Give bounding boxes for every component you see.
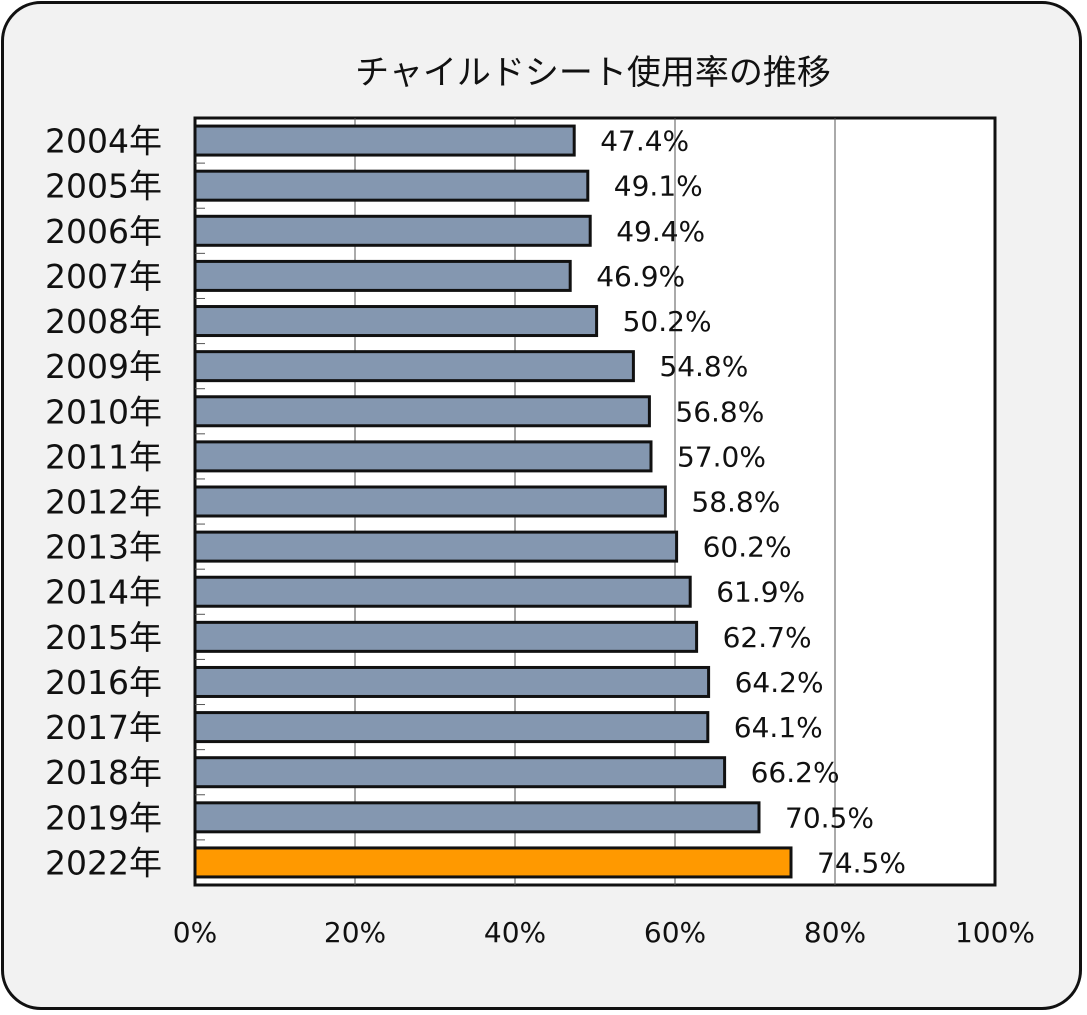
data-label: 60.2% (703, 531, 792, 564)
bar (193, 756, 727, 789)
category-label: 2022年 (45, 843, 162, 882)
category-label: 2014年 (45, 573, 162, 612)
bar (193, 395, 651, 428)
bar (193, 350, 635, 383)
data-label: 46.9% (596, 260, 685, 293)
x-tick-label: 0% (173, 916, 217, 949)
category-label: 2010年 (45, 392, 162, 431)
category-label: 2016年 (45, 663, 162, 702)
category-label: 2007年 (45, 257, 162, 296)
category-label: 2013年 (45, 528, 162, 567)
x-tick-label: 40% (484, 916, 546, 949)
x-tick-label: 100% (955, 916, 1035, 949)
data-label: 62.7% (723, 621, 812, 654)
category-label: 2017年 (45, 708, 162, 747)
data-label: 50.2% (623, 305, 712, 338)
data-label: 61.9% (716, 576, 805, 609)
data-label: 47.4% (600, 125, 689, 158)
x-tick-label: 20% (324, 916, 386, 949)
bar (193, 665, 711, 698)
data-label: 58.8% (691, 486, 780, 519)
category-label: 2012年 (45, 483, 162, 522)
data-label: 74.5% (817, 846, 906, 879)
bar (193, 620, 699, 653)
bar (193, 440, 653, 473)
data-label: 56.8% (675, 395, 764, 428)
data-label: 70.5% (785, 801, 874, 834)
x-tick-label: 80% (804, 916, 866, 949)
data-label: 64.2% (735, 666, 824, 699)
data-label: 64.1% (734, 711, 823, 744)
x-tick-label: 60% (644, 916, 706, 949)
data-label: 57.0% (677, 440, 766, 473)
category-label: 2008年 (45, 302, 162, 341)
bar (193, 801, 761, 834)
data-label: 54.8% (659, 350, 748, 383)
category-labels: 2004年 2005年 2006年 2007年 2008年 2009年 2010年 2011年… (45, 122, 162, 883)
bars (193, 124, 793, 879)
bar (193, 259, 572, 292)
data-label: 49.4% (616, 215, 705, 248)
category-label: 2018年 (45, 753, 162, 792)
bar (193, 124, 576, 157)
category-label: 2005年 (45, 167, 162, 206)
bar (193, 846, 793, 879)
value-labels: 47.4% 49.1% 49.4% 46.9% 50.2% 54.8% 56.8% 57.0%… (596, 125, 906, 880)
bar (193, 305, 599, 338)
category-label: 2019年 (45, 798, 162, 837)
chart-title: チャイルドシート使用率の推移 (355, 53, 831, 93)
category-label: 2009年 (45, 347, 162, 386)
category-label: 2011年 (45, 437, 162, 476)
data-label: 66.2% (751, 756, 840, 789)
bar (193, 214, 592, 247)
bar (193, 530, 679, 563)
category-label: 2015年 (45, 618, 162, 657)
bar (193, 711, 710, 744)
category-label: 2006年 (45, 212, 162, 251)
bar (193, 575, 692, 608)
bar (193, 169, 590, 202)
data-label: 49.1% (614, 170, 703, 203)
category-label: 2004年 (45, 122, 162, 161)
bar (193, 485, 667, 518)
x-tick-labels: 0% 20% 40% 60% 80% 100% (173, 916, 1035, 949)
